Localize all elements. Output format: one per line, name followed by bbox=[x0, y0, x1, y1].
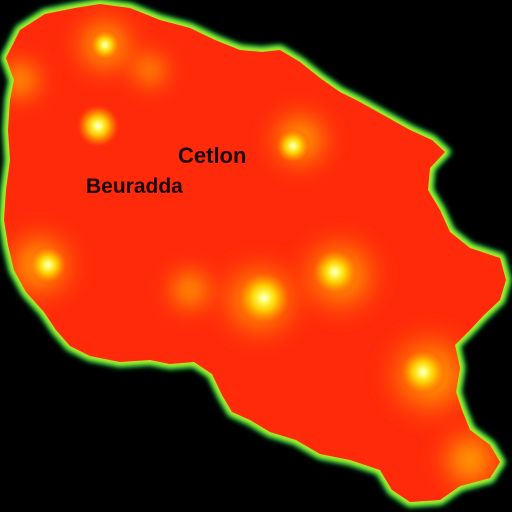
warm-zone bbox=[125, 45, 175, 95]
hotspot bbox=[28, 245, 68, 285]
hotspot bbox=[275, 128, 311, 164]
heat-layer bbox=[4, 5, 506, 500]
hotspot bbox=[76, 104, 120, 148]
hotspot bbox=[311, 248, 359, 296]
map-label-city-1: Cetlon bbox=[178, 143, 246, 168]
hotspot bbox=[399, 348, 447, 396]
hotspot bbox=[89, 29, 121, 61]
warm-zone bbox=[160, 260, 220, 320]
map-label-city-2: Beuradda bbox=[86, 175, 183, 198]
hotspot bbox=[236, 270, 292, 326]
